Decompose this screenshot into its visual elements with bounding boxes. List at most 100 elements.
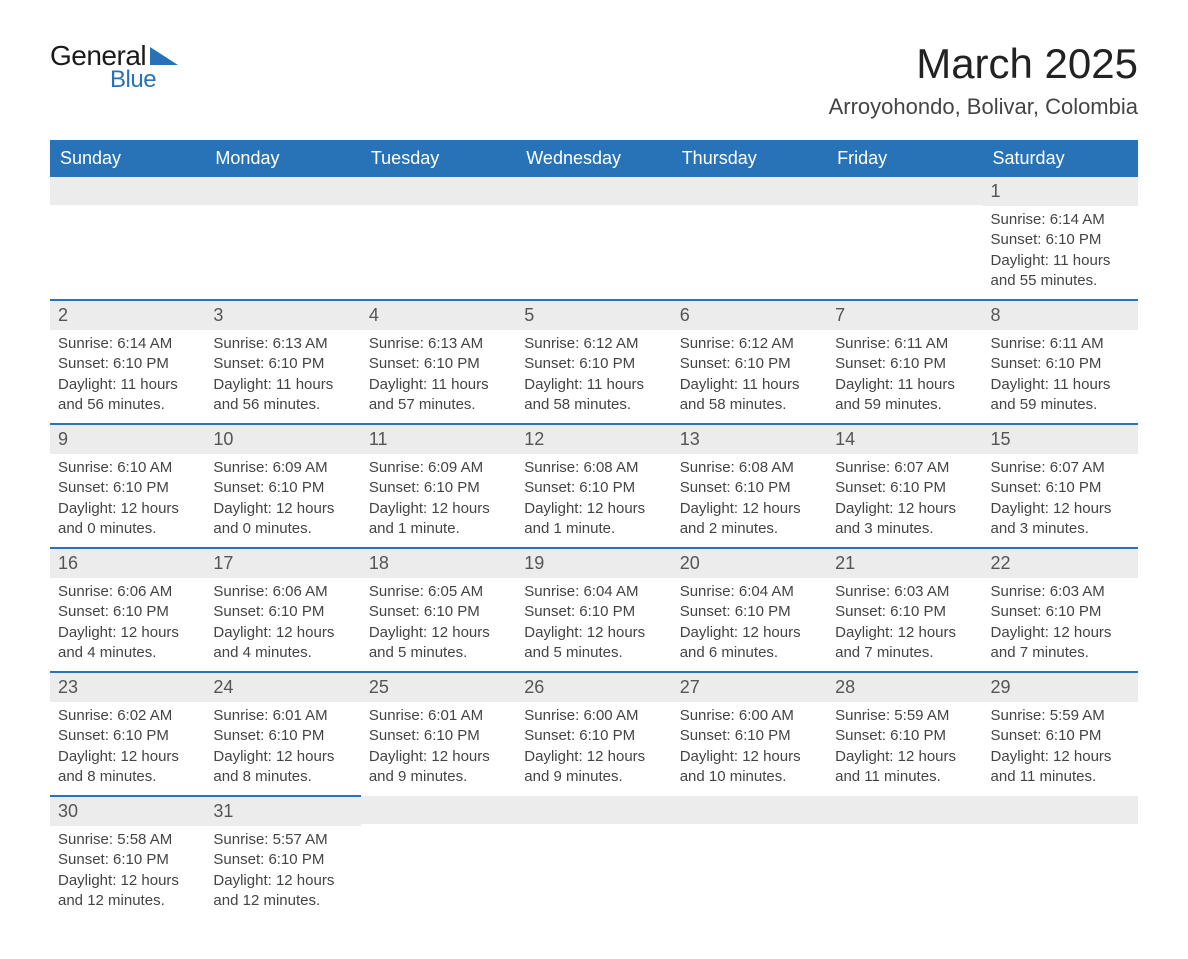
logo-text-blue: Blue [110, 66, 156, 94]
sunrise-line: Sunrise: 6:05 AM [369, 582, 508, 602]
sunrise-line: Sunrise: 6:14 AM [991, 210, 1130, 230]
day-number: 7 [827, 301, 982, 330]
daylight-line: Daylight: 11 hours [835, 375, 974, 395]
day-details: Sunrise: 6:05 AMSunset: 6:10 PMDaylight:… [361, 578, 516, 671]
day-number [361, 177, 516, 205]
daylight-line: Daylight: 11 hours [524, 375, 663, 395]
sunset-line: Sunset: 6:10 PM [369, 354, 508, 374]
calendar-cell: 2Sunrise: 6:14 AMSunset: 6:10 PMDaylight… [50, 300, 205, 424]
sunset-line: Sunset: 6:10 PM [835, 602, 974, 622]
daylight-line: and 2 minutes. [680, 519, 819, 539]
sunset-line: Sunset: 6:10 PM [524, 478, 663, 498]
sunrise-line: Sunrise: 6:07 AM [835, 458, 974, 478]
calendar-week: 16Sunrise: 6:06 AMSunset: 6:10 PMDayligh… [50, 548, 1138, 672]
daylight-line: Daylight: 12 hours [58, 747, 197, 767]
day-header: Wednesday [516, 140, 671, 177]
sunset-line: Sunset: 6:10 PM [524, 726, 663, 746]
day-details: Sunrise: 6:06 AMSunset: 6:10 PMDaylight:… [205, 578, 360, 671]
calendar-cell: 30Sunrise: 5:58 AMSunset: 6:10 PMDayligh… [50, 796, 205, 919]
daylight-line: and 11 minutes. [991, 767, 1130, 787]
daylight-line: and 8 minutes. [58, 767, 197, 787]
sunrise-line: Sunrise: 6:09 AM [369, 458, 508, 478]
calendar-cell: 1Sunrise: 6:14 AMSunset: 6:10 PMDaylight… [983, 177, 1138, 300]
title-block: March 2025 Arroyohondo, Bolivar, Colombi… [829, 40, 1138, 120]
daylight-line: Daylight: 11 hours [213, 375, 352, 395]
day-header: Sunday [50, 140, 205, 177]
daylight-line: Daylight: 12 hours [524, 623, 663, 643]
sunrise-line: Sunrise: 5:59 AM [991, 706, 1130, 726]
daylight-line: and 7 minutes. [835, 643, 974, 663]
sunset-line: Sunset: 6:10 PM [213, 726, 352, 746]
daylight-line: and 6 minutes. [680, 643, 819, 663]
daylight-line: and 12 minutes. [58, 891, 197, 911]
day-details: Sunrise: 6:00 AMSunset: 6:10 PMDaylight:… [672, 702, 827, 795]
calendar-cell: 8Sunrise: 6:11 AMSunset: 6:10 PMDaylight… [983, 300, 1138, 424]
sunset-line: Sunset: 6:10 PM [680, 602, 819, 622]
month-title: March 2025 [829, 40, 1138, 88]
daylight-line: and 59 minutes. [991, 395, 1130, 415]
day-header: Tuesday [361, 140, 516, 177]
day-number: 30 [50, 797, 205, 826]
sunset-line: Sunset: 6:10 PM [369, 726, 508, 746]
day-details: Sunrise: 6:09 AMSunset: 6:10 PMDaylight:… [361, 454, 516, 547]
sunrise-line: Sunrise: 6:11 AM [991, 334, 1130, 354]
daylight-line: and 55 minutes. [991, 271, 1130, 291]
day-number: 18 [361, 549, 516, 578]
day-number [672, 796, 827, 824]
calendar-cell: 16Sunrise: 6:06 AMSunset: 6:10 PMDayligh… [50, 548, 205, 672]
sunrise-line: Sunrise: 6:01 AM [369, 706, 508, 726]
calendar-cell: 5Sunrise: 6:12 AMSunset: 6:10 PMDaylight… [516, 300, 671, 424]
daylight-line: and 0 minutes. [58, 519, 197, 539]
sunset-line: Sunset: 6:10 PM [991, 230, 1130, 250]
sunrise-line: Sunrise: 6:07 AM [991, 458, 1130, 478]
sunset-line: Sunset: 6:10 PM [680, 726, 819, 746]
day-details: Sunrise: 6:03 AMSunset: 6:10 PMDaylight:… [983, 578, 1138, 671]
calendar-cell [827, 177, 982, 300]
daylight-line: and 3 minutes. [991, 519, 1130, 539]
day-details: Sunrise: 5:57 AMSunset: 6:10 PMDaylight:… [205, 826, 360, 919]
day-details: Sunrise: 6:04 AMSunset: 6:10 PMDaylight:… [672, 578, 827, 671]
day-number [516, 796, 671, 824]
calendar-body: 1Sunrise: 6:14 AMSunset: 6:10 PMDaylight… [50, 177, 1138, 919]
sunset-line: Sunset: 6:10 PM [213, 602, 352, 622]
calendar-cell: 28Sunrise: 5:59 AMSunset: 6:10 PMDayligh… [827, 672, 982, 796]
daylight-line: and 58 minutes. [680, 395, 819, 415]
day-header: Thursday [672, 140, 827, 177]
day-details: Sunrise: 6:13 AMSunset: 6:10 PMDaylight:… [361, 330, 516, 423]
day-number: 8 [983, 301, 1138, 330]
sunset-line: Sunset: 6:10 PM [58, 850, 197, 870]
sunrise-line: Sunrise: 6:06 AM [213, 582, 352, 602]
calendar-cell: 4Sunrise: 6:13 AMSunset: 6:10 PMDaylight… [361, 300, 516, 424]
day-number: 17 [205, 549, 360, 578]
calendar-cell: 6Sunrise: 6:12 AMSunset: 6:10 PMDaylight… [672, 300, 827, 424]
day-number [827, 177, 982, 205]
calendar-head: SundayMondayTuesdayWednesdayThursdayFrid… [50, 140, 1138, 177]
day-number: 31 [205, 797, 360, 826]
daylight-line: Daylight: 11 hours [58, 375, 197, 395]
sunset-line: Sunset: 6:10 PM [991, 478, 1130, 498]
day-number: 23 [50, 673, 205, 702]
calendar-cell [361, 177, 516, 300]
day-header: Saturday [983, 140, 1138, 177]
daylight-line: and 56 minutes. [58, 395, 197, 415]
calendar-cell [827, 796, 982, 919]
daylight-line: Daylight: 12 hours [524, 499, 663, 519]
calendar-cell [516, 796, 671, 919]
daylight-line: and 58 minutes. [524, 395, 663, 415]
sunrise-line: Sunrise: 6:01 AM [213, 706, 352, 726]
sunset-line: Sunset: 6:10 PM [991, 726, 1130, 746]
calendar-cell: 24Sunrise: 6:01 AMSunset: 6:10 PMDayligh… [205, 672, 360, 796]
sunset-line: Sunset: 6:10 PM [524, 602, 663, 622]
sunrise-line: Sunrise: 6:03 AM [835, 582, 974, 602]
day-details: Sunrise: 6:09 AMSunset: 6:10 PMDaylight:… [205, 454, 360, 547]
sunrise-line: Sunrise: 6:00 AM [524, 706, 663, 726]
sunrise-line: Sunrise: 6:00 AM [680, 706, 819, 726]
location: Arroyohondo, Bolivar, Colombia [829, 94, 1138, 120]
day-number: 9 [50, 425, 205, 454]
day-number: 2 [50, 301, 205, 330]
daylight-line: Daylight: 11 hours [680, 375, 819, 395]
calendar-cell: 7Sunrise: 6:11 AMSunset: 6:10 PMDaylight… [827, 300, 982, 424]
daylight-line: and 56 minutes. [213, 395, 352, 415]
calendar-cell: 9Sunrise: 6:10 AMSunset: 6:10 PMDaylight… [50, 424, 205, 548]
day-details: Sunrise: 6:08 AMSunset: 6:10 PMDaylight:… [672, 454, 827, 547]
